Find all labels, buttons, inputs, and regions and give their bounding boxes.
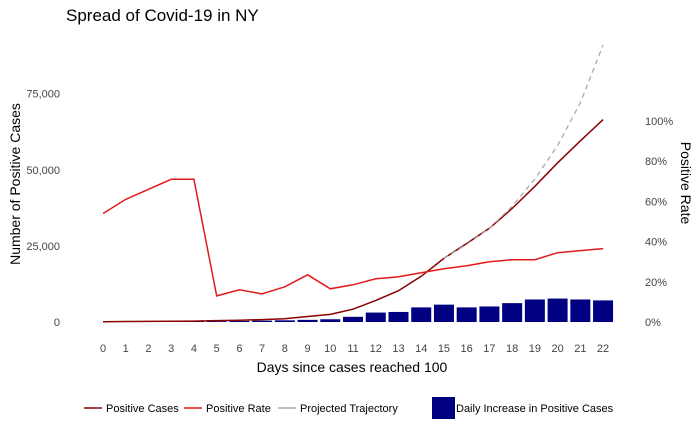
bar-day-6 [229,320,250,322]
y-tick-label: 0 [54,317,60,329]
y2-tick-label: 60% [645,196,667,208]
x-tick-label: 6 [236,343,242,355]
x-tick-label: 12 [370,343,382,355]
x-axis-label: Days since cases reached 100 [257,359,448,375]
y2-tick-label: 40% [645,237,667,249]
bar-day-13 [388,311,409,322]
legend-item: Daily Increase in Positive Cases [432,397,614,419]
x-tick-label: 11 [347,343,358,355]
legend-label: Projected Trajectory [300,403,398,415]
x-tick-label: 5 [214,343,220,355]
y-axis-right: 0% 20% 40% 60% 80% 100% [645,116,673,329]
legend-item: Projected Trajectory [278,403,398,415]
bar-day-5 [206,321,227,322]
bar-day-15 [433,304,454,322]
bar-day-16 [456,307,477,322]
x-tick-label: 7 [259,343,265,355]
legend-item: Positive Rate [184,403,271,415]
bar-series [138,298,614,322]
bar-day-20 [547,298,568,322]
bar-day-18 [502,303,523,322]
x-tick-label: 17 [483,343,495,355]
line-positive-cases [102,119,604,323]
x-tick-label: 1 [123,343,129,355]
bar-day-19 [524,299,545,322]
x-tick-label: 2 [145,343,151,355]
x-tick-label: 3 [168,343,174,355]
x-tick-label: 18 [506,343,518,355]
bar-day-9 [297,319,318,322]
x-tick-label: 20 [551,343,563,355]
bar-day-8 [274,320,295,322]
line-positive-rate [102,178,604,297]
x-tick-label: 15 [438,343,450,355]
x-tick-label: 22 [597,343,609,355]
bar-day-12 [365,312,386,322]
y2-tick-label: 20% [645,277,667,289]
line-series [102,44,604,323]
legend-label: Positive Rate [206,403,271,415]
x-tick-label: 19 [529,343,541,355]
x-axis: 0 1 2 3 4 5 6 7 8 9 10 11 12 13 14 15 16 17 18 19 20 21 22 [100,343,609,355]
y2-tick-label: 0% [645,317,661,329]
x-tick-label: 4 [191,343,197,355]
x-tick-label: 10 [324,343,336,355]
bar-day-7 [252,320,273,322]
y-tick-label: 25,000 [26,241,60,253]
x-tick-label: 21 [574,343,586,355]
x-tick-label: 14 [415,343,427,355]
x-tick-label: 16 [461,343,473,355]
bar-day-22 [593,300,614,322]
chart-title: Spread of Covid-19 in NY [66,6,259,25]
y2-axis-label: Positive Rate [678,142,694,225]
y-tick-label: 75,000 [26,89,60,101]
y-axis-label: Number of Positive Cases [7,103,23,265]
bar-day-21 [570,299,591,322]
legend-item: Positive Cases [84,403,179,415]
y2-tick-label: 80% [645,156,667,168]
x-tick-label: 0 [100,343,106,355]
y-tick-label: 50,000 [26,165,60,177]
bar-day-17 [479,306,500,322]
x-tick-label: 13 [392,343,404,355]
legend-label: Daily Increase in Positive Cases [456,403,614,415]
legend-swatch [432,397,455,419]
bar-day-14 [411,307,432,322]
y2-tick-label: 100% [645,116,673,128]
y-axis-left: 0 25,000 50,000 75,000 [26,89,60,329]
legend: Positive Cases Positive Rate Projected Tra… [84,397,614,419]
bar-day-10 [320,319,341,322]
bar-day-11 [343,316,364,322]
x-tick-label: 8 [282,343,288,355]
x-tick-label: 9 [305,343,311,355]
line-projected-trajectory [443,44,604,259]
legend-label: Positive Cases [106,403,179,415]
